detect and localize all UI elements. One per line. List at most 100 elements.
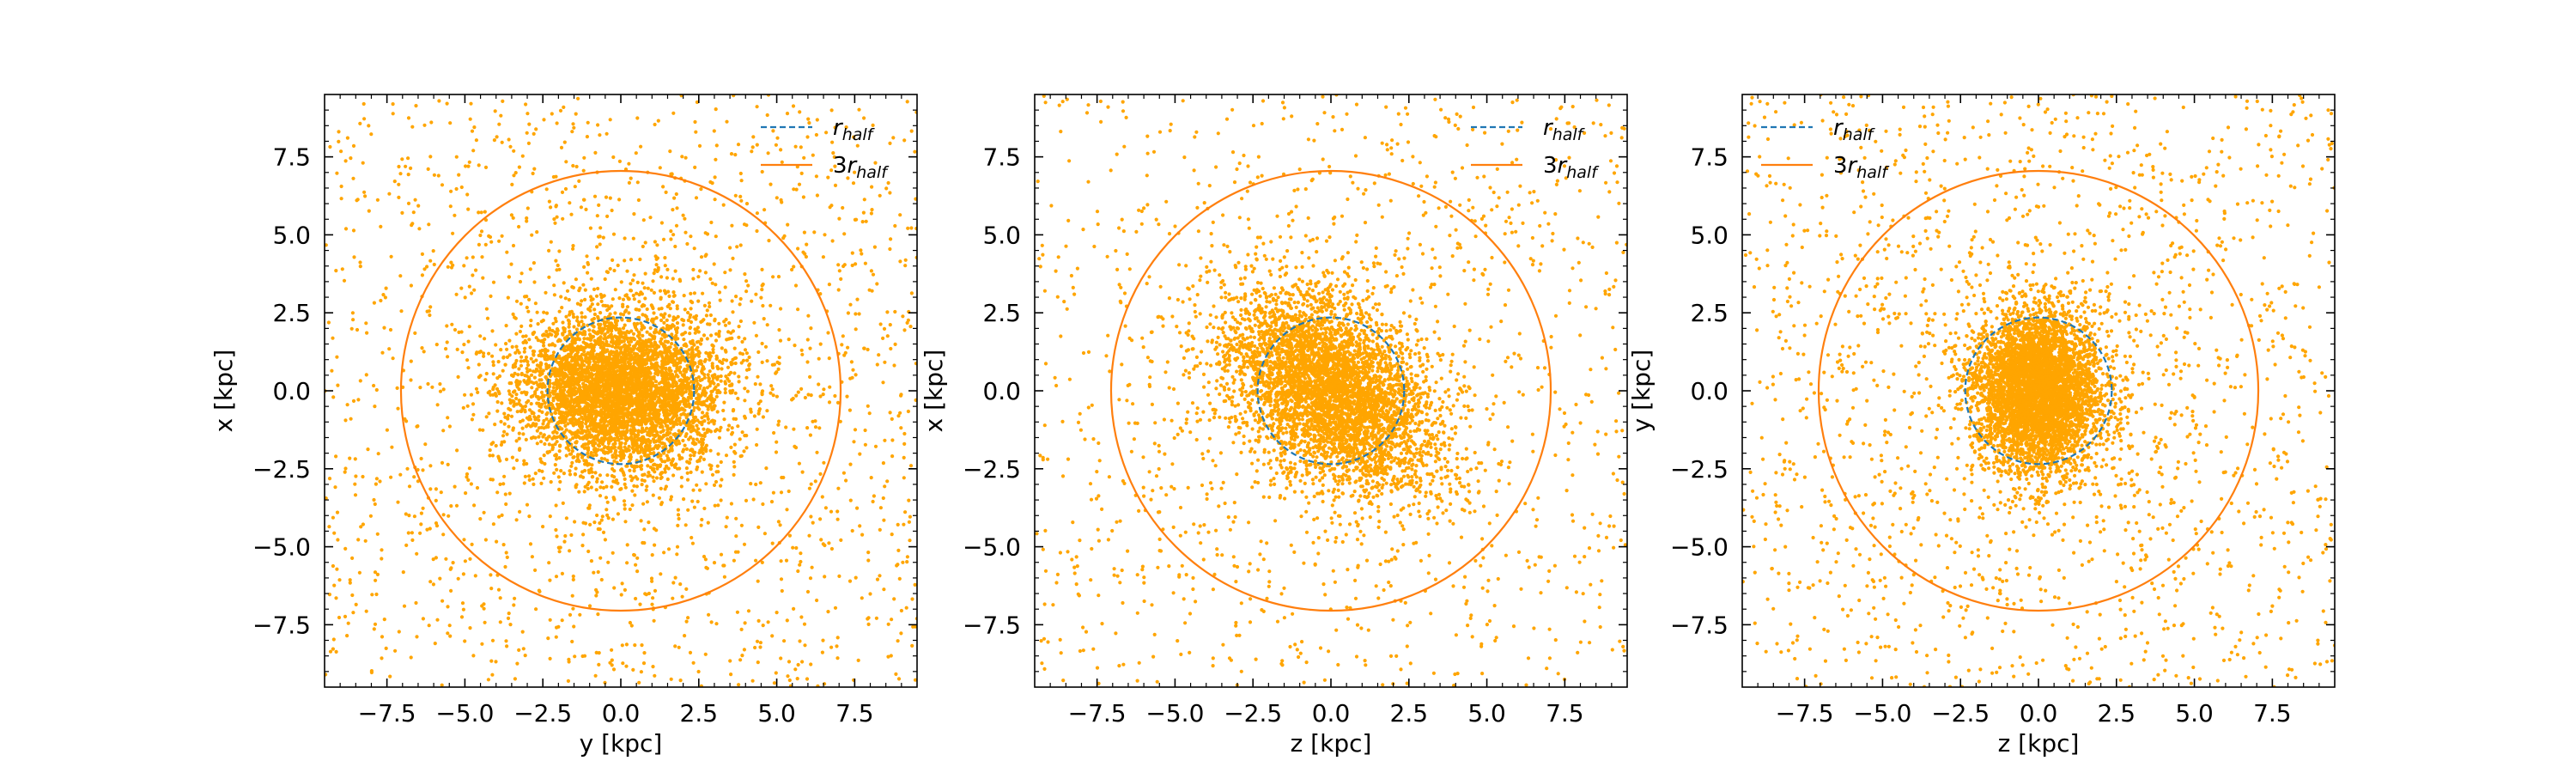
scatter-point — [332, 531, 337, 535]
scatter-point — [744, 446, 749, 450]
scatter-point — [719, 498, 723, 502]
scatter-point — [657, 381, 661, 386]
scatter-point — [568, 201, 572, 205]
scatter-point — [835, 517, 840, 521]
scatter-point — [482, 351, 486, 356]
scatter-point — [598, 311, 603, 315]
scatter-point — [782, 639, 787, 643]
scatter-point — [521, 432, 526, 436]
scatter-point — [552, 471, 556, 475]
scatter-point — [351, 228, 356, 233]
scatter-point — [730, 336, 734, 340]
scatter-point — [668, 149, 672, 154]
scatter-point — [610, 473, 615, 478]
scatter-point — [481, 276, 485, 280]
scatter-point — [337, 130, 341, 134]
scatter-point — [456, 374, 460, 379]
scatter-point — [907, 520, 911, 524]
scatter-point — [837, 574, 841, 579]
scatter-point — [678, 351, 683, 356]
scatter-point — [358, 379, 362, 383]
scatter-point — [842, 353, 847, 357]
scatter-point — [681, 213, 685, 217]
scatter-point — [710, 407, 714, 412]
scatter-point — [635, 569, 640, 574]
scatter-point — [702, 506, 707, 511]
scatter-point — [702, 427, 706, 431]
scatter-point — [682, 319, 686, 323]
scatter-point — [689, 429, 693, 434]
scatter-point — [428, 259, 433, 263]
scatter-point — [659, 572, 663, 576]
scatter-point — [742, 648, 747, 652]
scatter-point — [835, 656, 840, 660]
scatter-point — [406, 116, 411, 120]
scatter-point — [535, 230, 539, 234]
scatter-point — [623, 502, 627, 507]
scatter-point — [671, 596, 675, 600]
scatter-point — [513, 677, 518, 681]
scatter-point — [332, 583, 337, 587]
scatter-point — [805, 426, 810, 430]
scatter-point — [532, 131, 536, 136]
scatter-point — [775, 394, 780, 399]
scatter-point — [588, 305, 592, 309]
scatter-point — [728, 268, 732, 272]
scatter-point — [888, 191, 892, 195]
scatter-point — [875, 577, 880, 581]
scatter-point — [520, 426, 525, 430]
scatter-point — [361, 522, 365, 526]
scatter-point — [601, 235, 605, 240]
scatter-point — [488, 389, 492, 393]
scatter-point — [354, 474, 358, 478]
scatter-point — [440, 460, 445, 466]
scatter-point — [589, 485, 593, 490]
scatter-point — [902, 476, 906, 480]
scatter-point — [397, 630, 401, 634]
scatter-point — [582, 654, 587, 658]
scatter-point — [884, 186, 889, 191]
scatter-point — [754, 558, 758, 563]
scatter-point — [676, 523, 680, 528]
scatter-point — [608, 266, 612, 271]
scatter-point — [725, 515, 729, 520]
scatter-point — [335, 567, 339, 571]
scatter-point — [828, 385, 832, 389]
scatter-point — [555, 386, 559, 391]
scatter-point — [871, 123, 875, 127]
scatter-point — [675, 364, 679, 368]
scatter-point — [624, 642, 629, 647]
scatter-point — [611, 297, 615, 301]
scatter-point — [372, 497, 376, 502]
scatter-point — [607, 306, 611, 311]
scatter-point — [890, 417, 894, 421]
scatter-point — [752, 320, 756, 325]
scatter-point — [465, 358, 470, 362]
scatter-point — [498, 482, 502, 487]
scatter-point — [617, 159, 623, 163]
scatter-point — [605, 473, 610, 478]
scatter-point — [432, 262, 436, 267]
scatter-point — [903, 510, 908, 514]
scatter-point — [904, 606, 908, 610]
scatter-point — [595, 245, 599, 249]
scatter-point — [722, 563, 726, 568]
scatter-point — [645, 500, 650, 504]
scatter-point — [449, 189, 453, 193]
scatter-point — [607, 344, 611, 348]
scatter-point — [646, 357, 650, 362]
scatter-point — [540, 402, 544, 406]
scatter-point — [544, 329, 549, 334]
scatter-point — [696, 669, 701, 674]
scatter-point — [499, 113, 503, 118]
scatter-point — [659, 486, 663, 491]
scatter-point — [373, 502, 377, 507]
scatter-point — [738, 296, 743, 301]
scatter-point — [428, 580, 433, 584]
scatter-point — [756, 374, 760, 379]
scatter-point — [576, 422, 581, 426]
scatter-point — [539, 460, 544, 464]
scatter-point — [696, 330, 701, 334]
scatter-point — [627, 311, 631, 315]
scatter-point — [537, 588, 542, 593]
